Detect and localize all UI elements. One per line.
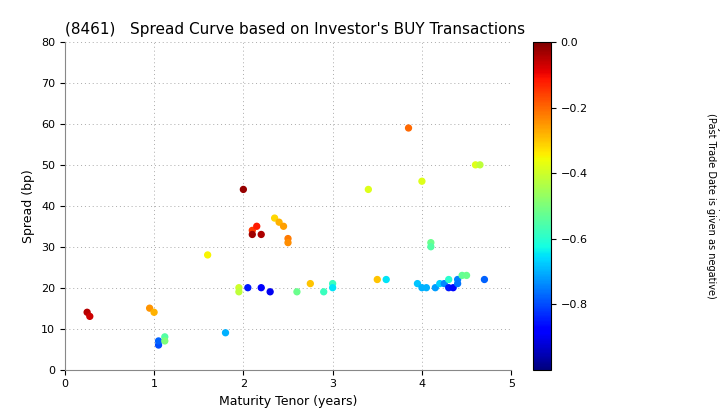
Point [318,289,330,295]
Point [447,284,459,291]
Point [153,338,164,344]
Point [278,223,289,230]
Point [274,219,285,226]
Point [159,333,171,340]
Point [159,338,171,344]
Point [327,280,338,287]
Point [425,239,436,246]
Point [242,284,253,291]
Point [402,125,414,131]
Point [153,342,164,349]
Point [456,272,468,279]
Y-axis label: Spread (bp): Spread (bp) [22,169,35,243]
Point [416,178,428,184]
Point [452,276,464,283]
Point [269,215,280,221]
Point [202,252,213,258]
Point [425,243,436,250]
Point [282,239,294,246]
Point [434,280,446,287]
Point [238,186,249,193]
Point [420,284,432,291]
Point [246,227,258,234]
Point [443,284,454,291]
Point [282,235,294,242]
Point [256,231,267,238]
Point [144,305,156,312]
Point [443,276,454,283]
Point [233,289,245,295]
Point [148,309,160,316]
Point [363,186,374,193]
Y-axis label: Time in years between 5/2/2025 and Trade Date
(Past Trade Date is given as negat: Time in years between 5/2/2025 and Trade… [706,88,720,324]
Point [233,284,245,291]
Point [416,284,428,291]
Point [246,231,258,238]
Point [452,280,464,287]
Point [264,289,276,295]
Point [251,223,263,230]
Point [84,313,96,320]
Point [461,272,472,279]
Point [479,276,490,283]
Point [372,276,383,283]
Point [305,280,316,287]
Point [256,284,267,291]
Point [412,280,423,287]
Point [474,161,486,168]
Point [430,284,441,291]
Point [327,284,338,291]
Point [220,329,231,336]
X-axis label: Maturity Tenor (years): Maturity Tenor (years) [219,395,357,408]
Text: (8461)   Spread Curve based on Investor's BUY Transactions: (8461) Spread Curve based on Investor's … [65,22,525,37]
Point [380,276,392,283]
Point [438,280,450,287]
Point [81,309,93,316]
Point [469,161,481,168]
Point [291,289,302,295]
